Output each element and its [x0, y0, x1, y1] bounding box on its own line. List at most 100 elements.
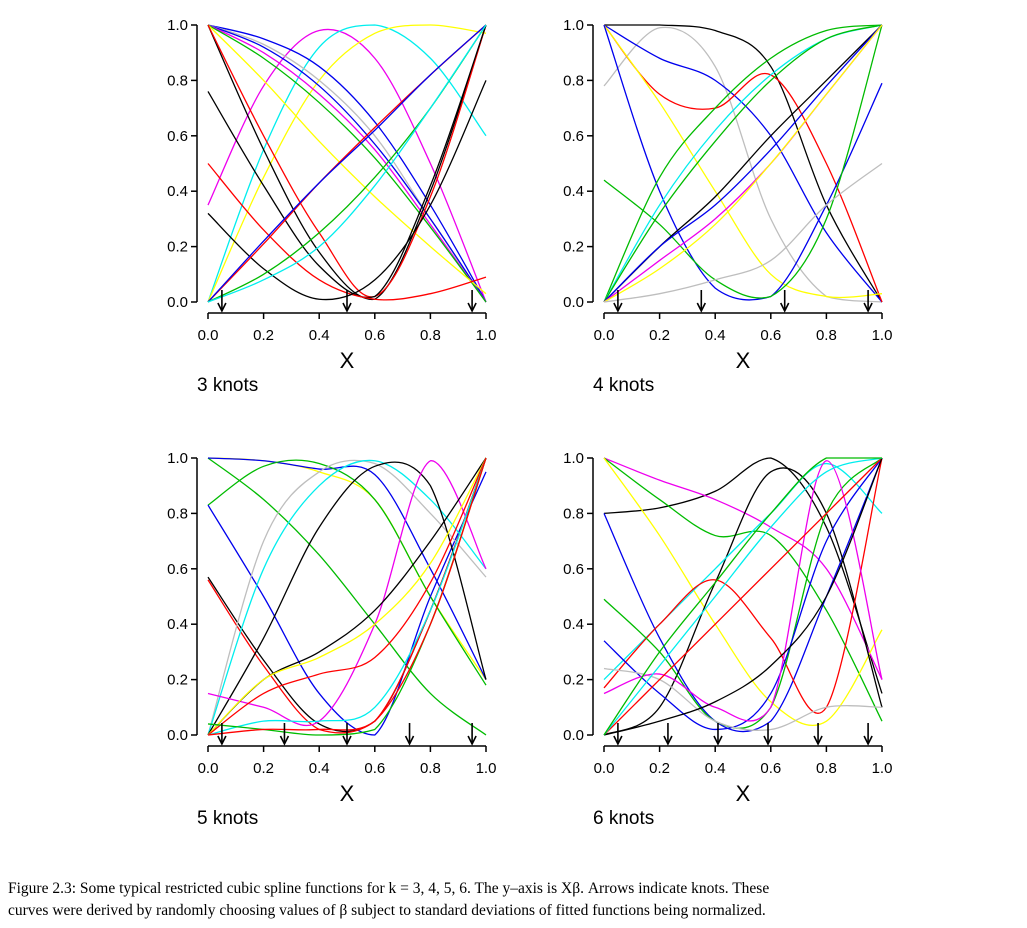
- curve-2: [604, 24, 883, 303]
- knot-arrow: [467, 290, 477, 313]
- y-tick-label: 0.8: [167, 72, 188, 89]
- knot-arrow: [779, 290, 790, 313]
- curves: [603, 457, 883, 736]
- curve-1: [207, 28, 487, 303]
- x-axis-label: X: [340, 348, 355, 373]
- curve-10: [603, 24, 883, 303]
- y-tick-label: 0.4: [563, 616, 584, 633]
- curve-11: [207, 24, 487, 298]
- curve-8: [603, 24, 883, 303]
- curve-4: [207, 24, 487, 303]
- curve-7: [603, 24, 883, 299]
- curve-1: [603, 457, 883, 694]
- curve-11: [207, 460, 487, 727]
- y-tick-label: 0.2: [167, 239, 188, 256]
- y-tick-label: 0.2: [167, 672, 188, 689]
- curve-14: [207, 80, 487, 301]
- curve-10: [207, 24, 487, 300]
- y-tick-label: 0.2: [563, 239, 584, 256]
- curve-13: [207, 163, 487, 301]
- curve-6: [603, 467, 883, 736]
- x-tick-label: 1.0: [872, 760, 893, 777]
- curve-8: [207, 24, 487, 303]
- y-tick-label: 0.4: [563, 183, 584, 200]
- x-tick-label: 1.0: [476, 760, 497, 777]
- knot-arrow: [813, 723, 823, 746]
- x-tick-label: 1.0: [476, 327, 497, 344]
- panel-2: 0.0 0.2 0.4 0.6 0.8 1.0 0.0 0.2 0.4 0.6 0.8 1.0 X 4 k…: [563, 17, 892, 396]
- knot-arrow: [863, 290, 873, 313]
- panel-1: 0.0 0.2 0.4 0.6 0.8 1.0 0.0 0.2 0.4 0.6 0.8 1.0 X 3 k…: [167, 17, 496, 396]
- y-tick-label: 0.8: [563, 72, 584, 89]
- y-tick-label: 1.0: [167, 450, 188, 467]
- x-tick-label: 0.6: [364, 760, 385, 777]
- x-tick-label: 0.2: [253, 760, 274, 777]
- knot-arrow: [404, 723, 415, 746]
- curve-16: [207, 24, 487, 303]
- curve-3: [207, 24, 487, 303]
- knot-arrow: [342, 723, 352, 746]
- knot-arrow: [342, 290, 352, 313]
- x-tick-label: 0.0: [594, 760, 615, 777]
- y-tick-label: 0.2: [563, 672, 584, 689]
- knot-arrow: [713, 723, 723, 746]
- curve-7: [603, 462, 883, 681]
- panel-4: 0.0 0.2 0.4 0.6 0.8 1.0 0.0 0.2 0.4 0.6 0.8 1.0 X 6 k…: [563, 450, 892, 829]
- curve-17: [207, 457, 487, 736]
- figure-caption: Figure 2.3: Some typical restricted cubi…: [8, 878, 1023, 922]
- curve-4: [603, 457, 883, 727]
- panel-3: 0.0 0.2 0.4 0.6 0.8 1.0 0.0 0.2 0.4 0.6 0.8 1.0 X 5 k…: [167, 450, 496, 829]
- curve-4: [603, 24, 883, 303]
- curve-3: [207, 457, 487, 680]
- curve-2: [207, 24, 487, 303]
- knot-arrow: [217, 723, 227, 746]
- x-tick-label: 0.8: [420, 760, 441, 777]
- y-tick-label: 1.0: [563, 17, 584, 34]
- curve-11: [603, 667, 883, 731]
- knot-arrow: [467, 723, 477, 746]
- x-tick-label: 0.8: [816, 760, 837, 777]
- curve-9: [207, 459, 487, 736]
- curve-14: [207, 457, 487, 736]
- x-axis-label: X: [340, 781, 355, 806]
- y-tick-label: 0.6: [563, 561, 584, 578]
- curve-13: [207, 457, 487, 736]
- x-axis-label: X: [736, 781, 751, 806]
- panel-title: 4 knots: [593, 375, 654, 396]
- y-tick-label: 0.8: [563, 505, 584, 522]
- y-tick-label: 0.0: [563, 727, 584, 744]
- curve-5: [603, 24, 883, 299]
- caption-line-2: curves were derived by randomly choosing…: [8, 902, 766, 919]
- y-tick-label: 1.0: [167, 17, 188, 34]
- x-tick-label: 0.6: [760, 760, 781, 777]
- y-tick-label: 0.0: [167, 727, 188, 744]
- curve-9: [207, 24, 487, 295]
- curve-6: [207, 24, 487, 303]
- curve-6: [603, 24, 883, 301]
- x-tick-label: 0.2: [649, 760, 670, 777]
- knot-arrow: [663, 723, 673, 746]
- curve-3: [603, 24, 883, 303]
- panel-title: 5 knots: [197, 808, 258, 829]
- knot-arrow: [696, 290, 707, 313]
- curve-2: [603, 457, 883, 680]
- x-tick-label: 0.0: [594, 327, 615, 344]
- curves: [207, 24, 487, 303]
- curve-13: [603, 457, 883, 736]
- caption-line-1: Figure 2.3: Some typical restricted cubi…: [8, 880, 770, 897]
- curve-14: [603, 457, 883, 736]
- y-tick-label: 0.0: [167, 294, 188, 311]
- x-tick-label: 0.4: [705, 327, 726, 344]
- y-tick-label: 0.4: [167, 183, 188, 200]
- curve-7: [207, 24, 487, 303]
- curves: [207, 457, 487, 736]
- y-tick-label: 0.0: [563, 294, 584, 311]
- x-tick-label: 0.6: [760, 327, 781, 344]
- curve-2: [207, 457, 487, 736]
- curve-15: [603, 162, 883, 303]
- y-tick-label: 1.0: [563, 450, 584, 467]
- y-tick-label: 0.6: [167, 128, 188, 145]
- y-tick-label: 0.4: [167, 616, 188, 633]
- y-tick-label: 0.6: [167, 561, 188, 578]
